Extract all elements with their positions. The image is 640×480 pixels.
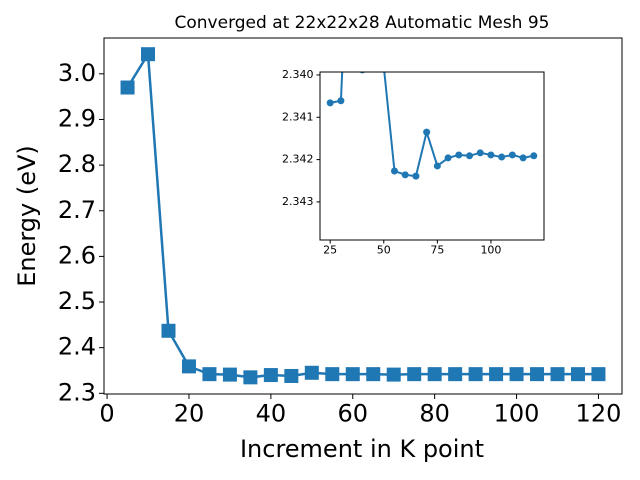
marker — [120, 80, 135, 95]
marker — [519, 154, 527, 162]
marker — [366, 367, 381, 382]
y-tick-label: 2.342 — [282, 153, 314, 166]
y-axis-label: Energy (eV) — [13, 145, 41, 287]
x-axis-label: Increment in K point — [240, 435, 484, 463]
marker — [202, 367, 217, 382]
marker — [263, 368, 278, 383]
y-tick-label: 2.4 — [58, 333, 96, 361]
marker — [489, 367, 504, 382]
marker — [427, 367, 442, 382]
marker — [530, 367, 545, 382]
marker — [466, 152, 474, 160]
marker — [401, 171, 409, 179]
marker — [304, 365, 319, 380]
plot-frame — [103, 37, 623, 395]
marker — [345, 367, 360, 382]
marker — [407, 367, 422, 382]
plot-clip — [326, 72, 538, 180]
x-tick-label: 100 — [494, 400, 540, 428]
marker — [337, 97, 345, 105]
y-tick-label: 2.343 — [282, 195, 314, 208]
marker — [476, 149, 484, 157]
marker — [550, 367, 565, 382]
x-tick-label: 60 — [337, 400, 368, 428]
plot-clip — [120, 47, 606, 385]
marker — [570, 367, 585, 382]
x-tick-label: 120 — [576, 400, 622, 428]
marker — [141, 47, 156, 62]
marker — [448, 367, 463, 382]
marker — [325, 367, 340, 382]
y-tick-label: 2.5 — [58, 287, 96, 315]
marker — [530, 152, 538, 160]
marker — [390, 167, 398, 175]
x-tick-label: 40 — [256, 400, 287, 428]
y-tick-label: 2.9 — [58, 104, 96, 132]
x-tick-label: 80 — [419, 400, 450, 428]
x-tick-label: 100 — [480, 244, 501, 257]
marker — [284, 368, 299, 383]
marker — [487, 151, 495, 159]
y-tick-label: 2.340 — [282, 68, 314, 81]
marker — [222, 367, 237, 382]
marker — [444, 154, 452, 162]
marker — [243, 370, 258, 385]
y-tick-label: 2.341 — [282, 110, 314, 123]
marker — [498, 153, 506, 161]
marker — [386, 367, 401, 382]
marker — [181, 359, 196, 374]
marker — [423, 128, 431, 136]
x-tick-label: 25 — [323, 244, 337, 257]
plot-frame — [319, 71, 545, 241]
y-tick-label: 3.0 — [58, 59, 96, 87]
marker — [433, 162, 441, 170]
marker — [412, 172, 420, 180]
y-tick-label: 2.8 — [58, 150, 96, 178]
marker — [509, 367, 524, 382]
y-tick-label: 2.3 — [58, 378, 96, 406]
x-tick-label: 75 — [430, 244, 444, 257]
marker — [468, 367, 483, 382]
x-tick-label: 20 — [174, 400, 205, 428]
marker — [508, 151, 516, 159]
y-tick-label: 2.7 — [58, 196, 96, 224]
x-tick-label: 50 — [377, 244, 391, 257]
marker — [591, 367, 606, 382]
y-tick-label: 2.6 — [58, 241, 96, 269]
marker — [455, 151, 463, 159]
chart-title: Converged at 22x22x28 Automatic Mesh 95 — [175, 13, 550, 33]
x-tick-label: 0 — [99, 400, 114, 428]
marker — [326, 99, 334, 107]
marker — [161, 323, 176, 338]
